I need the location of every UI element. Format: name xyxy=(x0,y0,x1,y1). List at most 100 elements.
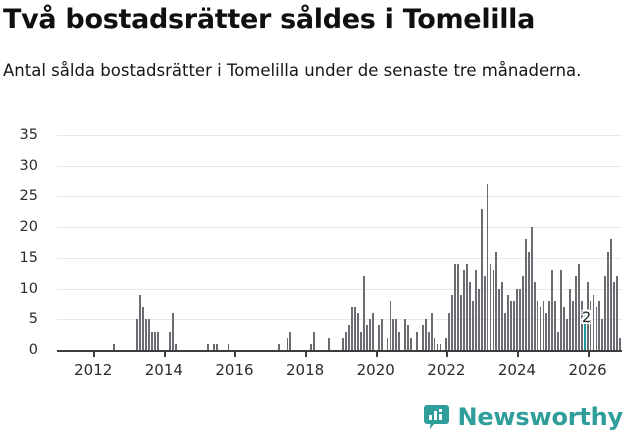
bar[interactable] xyxy=(589,300,592,350)
bar[interactable] xyxy=(580,300,583,350)
bar[interactable] xyxy=(112,343,115,350)
bar[interactable] xyxy=(551,270,554,350)
bar[interactable] xyxy=(569,288,571,350)
bar[interactable] xyxy=(495,251,498,350)
bar[interactable] xyxy=(348,325,351,350)
bar[interactable] xyxy=(357,313,359,350)
bar[interactable] xyxy=(513,300,515,350)
bar[interactable] xyxy=(365,325,368,350)
newsworthy-logo[interactable]: Newsworthy xyxy=(424,403,623,431)
bar[interactable] xyxy=(510,300,512,350)
bar[interactable] xyxy=(354,307,357,350)
bar[interactable] xyxy=(492,270,495,350)
bar[interactable] xyxy=(424,319,427,350)
bar[interactable] xyxy=(345,331,348,350)
bar[interactable] xyxy=(174,343,177,350)
bar[interactable] xyxy=(389,300,392,350)
bar[interactable] xyxy=(527,251,530,350)
bar[interactable] xyxy=(548,300,551,350)
bar[interactable] xyxy=(157,331,159,350)
bar[interactable] xyxy=(430,313,433,350)
bar[interactable] xyxy=(448,313,451,350)
bar[interactable] xyxy=(616,276,618,350)
bar[interactable] xyxy=(360,331,362,350)
bar[interactable] xyxy=(445,337,448,350)
bar[interactable] xyxy=(486,184,489,350)
bar[interactable] xyxy=(139,294,142,350)
bar[interactable] xyxy=(530,227,533,350)
bar[interactable] xyxy=(598,300,601,350)
bar[interactable] xyxy=(380,319,383,350)
bar[interactable] xyxy=(501,282,504,350)
bar[interactable] xyxy=(277,343,280,350)
bar[interactable] xyxy=(457,264,460,350)
bar[interactable] xyxy=(327,337,330,350)
bar[interactable] xyxy=(571,300,574,350)
bar[interactable] xyxy=(377,325,380,350)
bar[interactable] xyxy=(154,331,156,350)
bar[interactable] xyxy=(404,319,407,350)
bar[interactable] xyxy=(289,331,292,350)
bar[interactable] xyxy=(480,208,483,350)
bar[interactable] xyxy=(136,319,139,350)
bar[interactable] xyxy=(395,319,398,350)
bar[interactable] xyxy=(574,276,577,350)
bar[interactable] xyxy=(595,307,598,350)
bar[interactable] xyxy=(524,239,527,350)
bar[interactable] xyxy=(145,319,148,350)
bar[interactable] xyxy=(610,239,613,350)
bar[interactable] xyxy=(207,343,209,350)
bar[interactable] xyxy=(215,343,218,350)
bar[interactable] xyxy=(342,337,345,350)
bar[interactable] xyxy=(504,313,507,350)
bar[interactable] xyxy=(586,282,589,350)
bar[interactable] xyxy=(151,331,153,350)
bar[interactable] xyxy=(171,313,174,350)
bar[interactable] xyxy=(212,343,215,350)
bar[interactable] xyxy=(516,288,518,350)
bar[interactable] xyxy=(313,331,315,350)
bar[interactable] xyxy=(483,276,486,350)
bar[interactable] xyxy=(286,337,289,350)
bar[interactable] xyxy=(619,337,621,350)
bar[interactable] xyxy=(489,264,492,350)
bar[interactable] xyxy=(410,337,412,350)
bar[interactable] xyxy=(368,319,371,350)
bar[interactable] xyxy=(519,288,521,350)
bar[interactable] xyxy=(566,319,568,350)
bar[interactable] xyxy=(407,325,409,350)
bar[interactable] xyxy=(557,331,560,350)
bar[interactable] xyxy=(560,270,563,350)
bar[interactable] xyxy=(148,319,151,350)
bar[interactable] xyxy=(533,282,536,350)
bar[interactable] xyxy=(563,307,565,350)
bar[interactable] xyxy=(142,307,145,350)
bar[interactable] xyxy=(451,294,454,350)
bar[interactable] xyxy=(371,313,374,350)
bar[interactable] xyxy=(468,282,471,350)
bar[interactable] xyxy=(498,288,501,350)
bar[interactable] xyxy=(310,343,312,350)
bar[interactable] xyxy=(433,337,436,350)
bar[interactable] xyxy=(583,313,586,350)
bar[interactable] xyxy=(545,313,548,350)
bar[interactable] xyxy=(427,331,430,350)
bar[interactable] xyxy=(604,276,607,350)
bar[interactable] xyxy=(466,264,468,350)
bar[interactable] xyxy=(392,319,395,350)
bar[interactable] xyxy=(454,264,457,350)
bar[interactable] xyxy=(386,337,389,350)
bar[interactable] xyxy=(542,300,545,350)
bar[interactable] xyxy=(460,294,462,350)
bar[interactable] xyxy=(421,325,424,350)
bar[interactable] xyxy=(536,300,539,350)
bar[interactable] xyxy=(227,343,230,350)
bar[interactable] xyxy=(554,300,557,350)
bar[interactable] xyxy=(607,251,610,350)
bar[interactable] xyxy=(436,343,439,350)
bar[interactable] xyxy=(416,331,418,350)
bar[interactable] xyxy=(351,307,354,350)
bar[interactable] xyxy=(471,300,474,350)
bar[interactable] xyxy=(168,331,171,350)
bar[interactable] xyxy=(507,294,510,350)
